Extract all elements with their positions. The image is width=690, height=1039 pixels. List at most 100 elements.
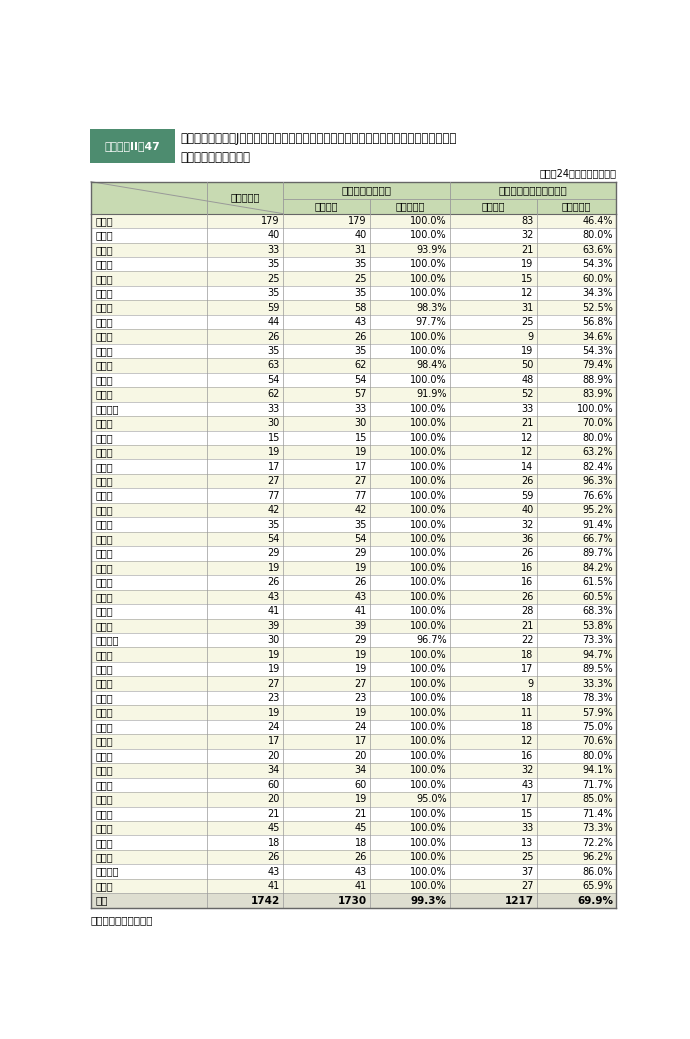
Text: 41: 41 — [355, 607, 367, 616]
Text: 44: 44 — [268, 317, 280, 327]
Text: 34: 34 — [355, 766, 367, 775]
Text: 100.0%: 100.0% — [410, 534, 446, 544]
Text: 100.0%: 100.0% — [410, 216, 446, 225]
Text: 19: 19 — [268, 664, 280, 674]
Text: 東京都: 東京都 — [95, 390, 113, 399]
Text: 62: 62 — [268, 390, 280, 399]
Text: 82.4%: 82.4% — [582, 461, 613, 472]
Text: 18: 18 — [521, 649, 533, 660]
Bar — [91, 764, 616, 777]
Text: 97.7%: 97.7% — [416, 317, 446, 327]
Text: 70.0%: 70.0% — [582, 419, 613, 428]
Text: 17: 17 — [521, 794, 533, 804]
Text: 66.7%: 66.7% — [582, 534, 613, 544]
Text: 100.0%: 100.0% — [410, 592, 446, 602]
Text: 29: 29 — [355, 549, 367, 558]
Text: 宮崎県: 宮崎県 — [95, 852, 113, 862]
Text: 26: 26 — [355, 852, 367, 862]
Text: 100.0%: 100.0% — [410, 678, 446, 689]
Text: 30: 30 — [355, 419, 367, 428]
Text: 自動起動が可能な市町村: 自動起動が可能な市町村 — [499, 186, 567, 195]
Bar — [91, 300, 616, 315]
Text: 1217: 1217 — [504, 896, 533, 906]
Bar — [91, 735, 616, 749]
Text: 71.4%: 71.4% — [582, 808, 613, 819]
Text: 43: 43 — [355, 317, 367, 327]
Text: 100.0%: 100.0% — [410, 520, 446, 530]
Text: 45: 45 — [268, 823, 280, 833]
Text: 19: 19 — [268, 649, 280, 660]
Text: 53.8%: 53.8% — [582, 620, 613, 631]
Bar — [91, 676, 616, 691]
Text: 34.3%: 34.3% — [583, 288, 613, 298]
Text: 68.3%: 68.3% — [583, 607, 613, 616]
Text: 96.7%: 96.7% — [416, 635, 446, 645]
Text: 100.0%: 100.0% — [410, 563, 446, 572]
Text: 宮城県: 宮城県 — [95, 259, 113, 269]
Text: 100.0%: 100.0% — [410, 346, 446, 356]
Text: 12: 12 — [521, 433, 533, 443]
Text: 20: 20 — [355, 751, 367, 761]
Text: 岡山県: 岡山県 — [95, 678, 113, 689]
Text: 40: 40 — [521, 505, 533, 515]
Text: 24: 24 — [268, 722, 280, 732]
Text: 15: 15 — [521, 808, 533, 819]
Text: 愛知県: 愛知県 — [95, 534, 113, 544]
Text: 60: 60 — [355, 780, 367, 790]
Text: 市町村数: 市町村数 — [482, 202, 505, 212]
Text: 100.0%: 100.0% — [410, 620, 446, 631]
Text: 19: 19 — [268, 447, 280, 457]
Text: 15: 15 — [355, 433, 367, 443]
Text: 91.9%: 91.9% — [416, 390, 446, 399]
Text: 11: 11 — [521, 708, 533, 718]
Text: 27: 27 — [355, 476, 367, 486]
Text: 100.0%: 100.0% — [410, 649, 446, 660]
Text: 73.3%: 73.3% — [582, 823, 613, 833]
Text: 50: 50 — [521, 361, 533, 371]
Text: 52: 52 — [521, 390, 533, 399]
Text: 41: 41 — [355, 881, 367, 891]
Text: 13: 13 — [521, 837, 533, 848]
Text: 19: 19 — [355, 664, 367, 674]
Bar — [450, 182, 537, 214]
Text: 18: 18 — [521, 693, 533, 703]
Text: 27: 27 — [521, 881, 533, 891]
Text: 78.3%: 78.3% — [582, 693, 613, 703]
Text: 福井県: 福井県 — [95, 461, 113, 472]
Text: 19: 19 — [355, 794, 367, 804]
Text: 19: 19 — [355, 649, 367, 660]
Text: 1730: 1730 — [337, 896, 367, 906]
Bar — [91, 864, 616, 879]
Text: 鹿児島県: 鹿児島県 — [95, 867, 119, 877]
Text: 奈良県: 奈良県 — [95, 620, 113, 631]
Text: 98.3%: 98.3% — [416, 302, 446, 313]
Text: 100.0%: 100.0% — [410, 823, 446, 833]
Text: 17: 17 — [355, 737, 367, 746]
Bar — [370, 182, 450, 214]
Text: 56.8%: 56.8% — [582, 317, 613, 327]
Text: 福岡県: 福岡県 — [95, 780, 113, 790]
Text: 19: 19 — [268, 708, 280, 718]
Text: 25: 25 — [521, 852, 533, 862]
Text: 100.0%: 100.0% — [410, 737, 446, 746]
Text: 100.0%: 100.0% — [410, 852, 446, 862]
Text: 21: 21 — [355, 808, 367, 819]
Bar — [91, 662, 616, 676]
Text: 愛媛県: 愛媛県 — [95, 751, 113, 761]
Bar — [91, 879, 616, 894]
Text: 15: 15 — [268, 433, 280, 443]
Text: 17: 17 — [268, 461, 280, 472]
Text: 富山県: 富山県 — [95, 433, 113, 443]
Bar — [283, 182, 370, 214]
Text: 栃木県: 栃木県 — [95, 331, 113, 342]
Bar — [91, 373, 616, 388]
Text: 岐阜県: 岐阜県 — [95, 505, 113, 515]
Text: 35: 35 — [355, 259, 367, 269]
Text: 39: 39 — [355, 620, 367, 631]
Text: 滋賀県: 滋賀県 — [95, 563, 113, 572]
Text: 54: 54 — [268, 534, 280, 544]
Bar — [91, 532, 616, 547]
Text: 76.6%: 76.6% — [582, 490, 613, 501]
Text: 100.0%: 100.0% — [410, 433, 446, 443]
Text: 高知県: 高知県 — [95, 766, 113, 775]
